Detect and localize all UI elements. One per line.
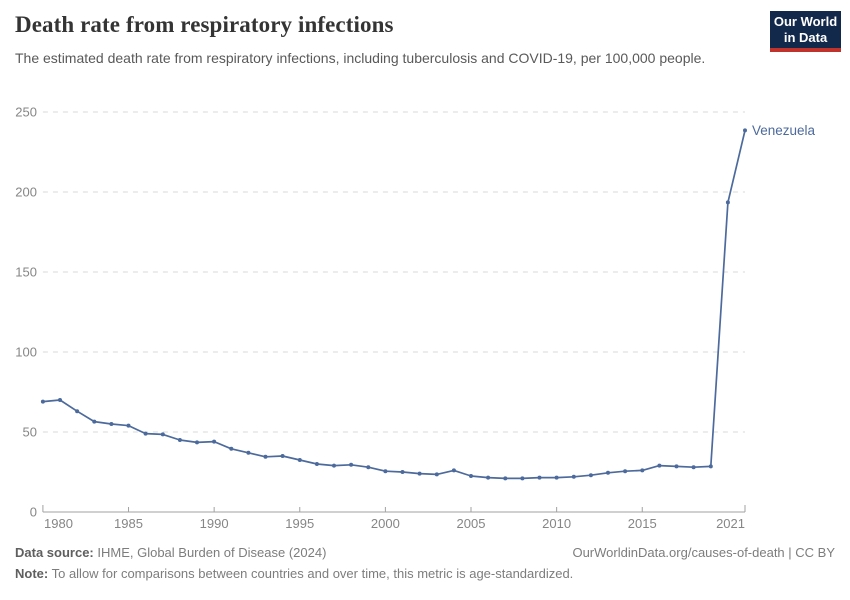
- x-tick-label: 1995: [285, 516, 314, 531]
- owid-logo[interactable]: Our World in Data: [770, 11, 841, 52]
- attribution-link[interactable]: OurWorldinData.org/causes-of-death | CC …: [572, 545, 835, 560]
- data-point-marker: [246, 450, 251, 455]
- data-point-marker: [657, 463, 662, 468]
- data-point-marker: [366, 465, 371, 470]
- x-tick-label: 2005: [457, 516, 486, 531]
- data-point-marker: [212, 439, 217, 444]
- data-source-value: IHME, Global Burden of Disease (2024): [93, 545, 327, 560]
- data-point-marker: [606, 470, 610, 475]
- footer-note-row: Note: To allow for comparisons between c…: [15, 563, 835, 584]
- x-tick-label: 1980: [44, 516, 73, 531]
- data-point-marker: [486, 475, 491, 480]
- y-tick-label: 0: [30, 505, 37, 520]
- data-point-marker: [229, 446, 234, 451]
- data-point-marker: [640, 468, 645, 473]
- line-chart: 0 50 100 150 200 250 1980 1985 1990 1995 2000 2005 2…: [0, 95, 850, 545]
- data-point-marker: [75, 409, 80, 414]
- data-point-marker: [554, 475, 559, 480]
- data-point-marker: [349, 462, 354, 467]
- data-point-marker: [126, 423, 131, 428]
- data-point-marker: [92, 419, 97, 424]
- data-point-marker: [314, 462, 319, 466]
- data-point-marker: [383, 469, 388, 474]
- data-point-marker: [58, 398, 62, 402]
- y-tick-label: 200: [15, 185, 37, 200]
- data-point-marker: [588, 473, 593, 478]
- data-point-marker: [280, 454, 285, 458]
- data-point-marker: [195, 440, 199, 445]
- footer-source-row: Data source: IHME, Global Burden of Dise…: [15, 542, 835, 563]
- data-point-marker: [520, 476, 525, 481]
- y-tick-label: 50: [23, 425, 37, 440]
- data-point-marker: [417, 471, 422, 476]
- data-point-marker: [469, 474, 473, 478]
- page-title: Death rate from respiratory infections: [15, 12, 394, 37]
- series-end-label[interactable]: Venezuela: [752, 123, 816, 138]
- data-point-marker: [40, 399, 45, 404]
- data-point-marker: [623, 469, 628, 474]
- data-point-marker: [177, 438, 182, 442]
- y-tick-label: 150: [15, 265, 37, 280]
- x-tick-label: 2015: [628, 516, 657, 531]
- y-tick-label: 100: [15, 345, 37, 360]
- data-point-marker: [571, 474, 576, 479]
- data-point-marker: [143, 431, 148, 436]
- data-point-marker: [297, 458, 302, 462]
- series-line-venezuela[interactable]: [42, 129, 746, 480]
- data-point-marker: [725, 200, 730, 205]
- y-tick-label: 250: [15, 105, 37, 120]
- data-point-marker: [451, 468, 456, 473]
- data-point-marker: [503, 476, 508, 481]
- data-point-marker: [674, 464, 679, 469]
- data-point-marker: [743, 128, 747, 133]
- chart-footer: Data source: IHME, Global Burden of Dise…: [15, 542, 835, 584]
- x-tick-label: 2000: [371, 516, 400, 531]
- note-value: To allow for comparisons between countri…: [48, 566, 574, 581]
- data-point-marker: [434, 472, 439, 477]
- data-point-marker: [160, 432, 165, 437]
- x-tick-label: 1985: [114, 516, 143, 531]
- data-point-marker: [537, 475, 542, 480]
- page-subtitle: The estimated death rate from respirator…: [15, 50, 706, 66]
- data-point-marker: [109, 422, 114, 426]
- owid-logo-line2: in Data: [783, 30, 828, 45]
- x-tick-label: 2010: [542, 516, 571, 531]
- owid-logo-line1: Our World: [773, 14, 838, 29]
- chart-svg: 0 50 100 150 200 250 1980 1985 1990 1995 2000 2005 2…: [15, 105, 816, 532]
- data-point-marker: [708, 464, 713, 469]
- data-point-marker: [691, 465, 696, 470]
- note-label: Note:: [15, 566, 49, 581]
- data-point-marker: [400, 470, 405, 474]
- data-source-label: Data source:: [15, 545, 94, 560]
- x-tick-label: 1990: [200, 516, 229, 531]
- data-point-marker: [263, 454, 268, 459]
- x-tick-label: 2021: [716, 516, 745, 531]
- data-point-marker: [332, 463, 336, 468]
